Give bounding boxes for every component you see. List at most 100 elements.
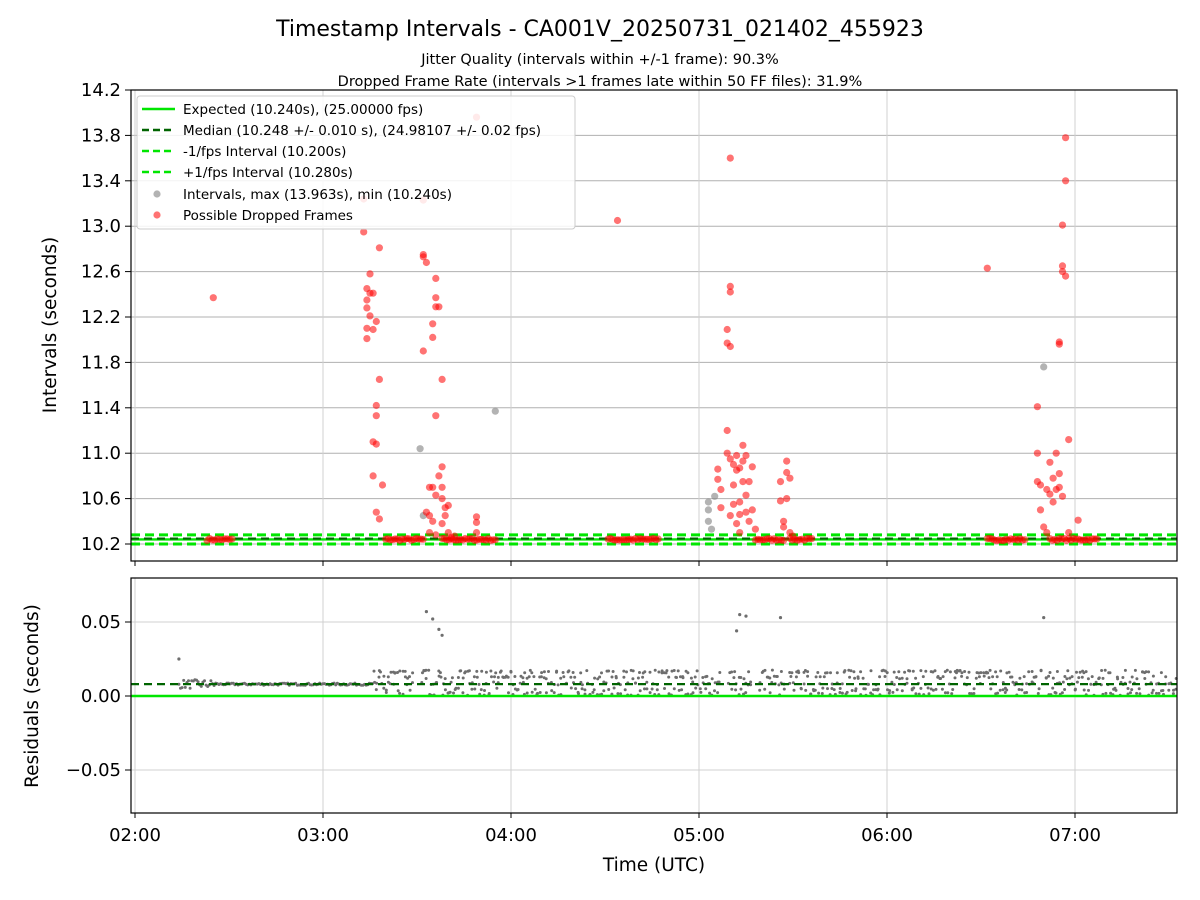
residual-point-692 — [1082, 671, 1086, 675]
residual-point-290 — [580, 687, 584, 691]
residual-point-657 — [1036, 692, 1040, 695]
residual-point-594 — [963, 670, 967, 673]
residual-point-173 — [439, 675, 443, 679]
residual-point-628 — [1003, 691, 1007, 694]
dropped-frame-point-133 — [1065, 529, 1073, 537]
residual-point-434 — [768, 691, 772, 695]
residual-point-532 — [888, 689, 892, 693]
residual-point-250 — [533, 687, 537, 691]
dropped-frame-point-16 — [372, 401, 380, 410]
intervals-frame — [130, 89, 1178, 562]
residual-point-647 — [1025, 691, 1029, 694]
residual-point-553 — [912, 686, 916, 690]
residual-point-196 — [467, 669, 471, 673]
residual-point-214 — [490, 675, 493, 679]
dropped-frame-point-134 — [1074, 516, 1082, 524]
residual-point-340 — [641, 675, 645, 679]
residual-point-402 — [716, 691, 720, 695]
residual-point-375 — [681, 676, 685, 680]
dropped-frame-point-41 — [432, 491, 440, 499]
residual-point-215 — [489, 669, 493, 673]
residual-point-583 — [948, 670, 952, 674]
residual-point-265 — [550, 689, 554, 693]
residual-point-294 — [585, 669, 589, 673]
residual-point-552 — [911, 669, 915, 673]
dropped-cluster-4-point-12 — [780, 536, 788, 545]
residual-point-485 — [830, 687, 834, 690]
legend: Expected (10.240s), (25.00000 fps) Media… — [136, 95, 576, 230]
residual-point-423 — [747, 670, 751, 674]
legend-intervals-swatch — [153, 190, 161, 198]
residual-point-411 — [732, 676, 736, 680]
dropped-frame-point-108 — [1033, 449, 1041, 457]
residual-point-492 — [840, 691, 844, 695]
residual-point-228 — [506, 675, 510, 679]
residual-point-229 — [507, 691, 510, 695]
residual-point-273 — [559, 676, 563, 680]
residual-point-577 — [940, 687, 944, 691]
intervals-ytick-label-8: 13.4 — [81, 171, 121, 192]
residual-point-602 — [972, 692, 976, 695]
residual-point-145 — [398, 691, 402, 695]
residual-point-312 — [607, 669, 611, 673]
dropped-cluster-3-point-22 — [654, 535, 662, 543]
residual-point-213 — [487, 692, 491, 695]
residual-point-665 — [1048, 671, 1052, 674]
dropped-frame-point-85 — [742, 491, 750, 499]
dropped-frame-point-18 — [372, 440, 380, 448]
residual-point-687 — [1075, 670, 1078, 674]
dropped-frame-point-17 — [372, 412, 380, 420]
residuals-ytick-label-1: 0.00 — [81, 686, 121, 707]
residual-point-281 — [569, 675, 573, 679]
residual-point-372 — [680, 688, 684, 692]
residual-point-729 — [1126, 692, 1130, 696]
residual-point-125 — [375, 681, 379, 685]
dropped-frame-point-69 — [726, 455, 734, 463]
dropped-frame-point-84 — [742, 451, 750, 460]
residual-point-581 — [946, 691, 950, 695]
residual-point-153 — [408, 675, 411, 679]
residual-point-693 — [1082, 688, 1086, 692]
residual-point-699 — [1089, 682, 1093, 686]
residual-point-261 — [544, 691, 548, 695]
residual-point-756 — [1159, 671, 1163, 675]
dropped-cluster-0-point-10 — [228, 535, 236, 543]
dropped-frame-point-63 — [723, 426, 731, 435]
residual-point-547 — [905, 677, 909, 681]
residual-point-244 — [525, 676, 529, 680]
residual-point-465 — [806, 670, 810, 674]
residual-point-408 — [730, 687, 734, 691]
residual-point-275 — [561, 671, 565, 674]
residual-point-705 — [1097, 676, 1101, 680]
dropped-frame-point-51 — [441, 511, 449, 520]
residual-point-674 — [1060, 691, 1064, 695]
residual-point-483 — [829, 671, 832, 675]
dropped-cluster-6-point-16 — [1021, 536, 1029, 544]
residual-point-567 — [929, 687, 933, 691]
residual-point-12 — [196, 680, 200, 684]
residual-point-144 — [398, 669, 402, 673]
legend-dropped-swatch — [153, 211, 161, 219]
residual-point-559 — [919, 686, 923, 690]
residual-point-486 — [832, 688, 836, 692]
residual-point-631 — [1005, 688, 1009, 692]
residual-point-148 — [403, 669, 407, 673]
residual-point-746 — [1147, 670, 1151, 674]
residual-point-751 — [1151, 674, 1155, 678]
residual-point-711 — [1103, 668, 1107, 672]
residual-point-152 — [408, 688, 412, 692]
intervals-ytick-label-6: 12.6 — [81, 262, 121, 283]
legend-expected-label: Expected (10.240s), (25.00000 fps) — [183, 102, 423, 118]
residual-point-142 — [396, 689, 400, 693]
residual-point-470 — [814, 675, 818, 679]
residual-point-632 — [1007, 670, 1011, 674]
residual-point-287 — [576, 690, 580, 694]
interval-point-7 — [1040, 363, 1048, 371]
residual-point-373 — [679, 675, 682, 679]
residual-point-499 — [848, 675, 852, 679]
residual-point-480 — [826, 687, 829, 691]
residual-point-493 — [840, 682, 844, 686]
residual-point-758 — [1161, 689, 1165, 692]
residual-point-589 — [955, 671, 958, 675]
